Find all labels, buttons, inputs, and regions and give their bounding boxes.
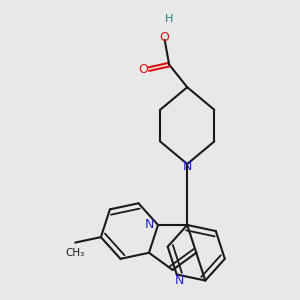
Text: N: N bbox=[175, 274, 184, 286]
Text: O: O bbox=[139, 63, 148, 76]
Text: H: H bbox=[165, 14, 173, 25]
Text: O: O bbox=[160, 31, 170, 44]
Text: CH₃: CH₃ bbox=[66, 248, 85, 258]
Text: N: N bbox=[145, 218, 154, 232]
Text: N: N bbox=[182, 160, 192, 173]
